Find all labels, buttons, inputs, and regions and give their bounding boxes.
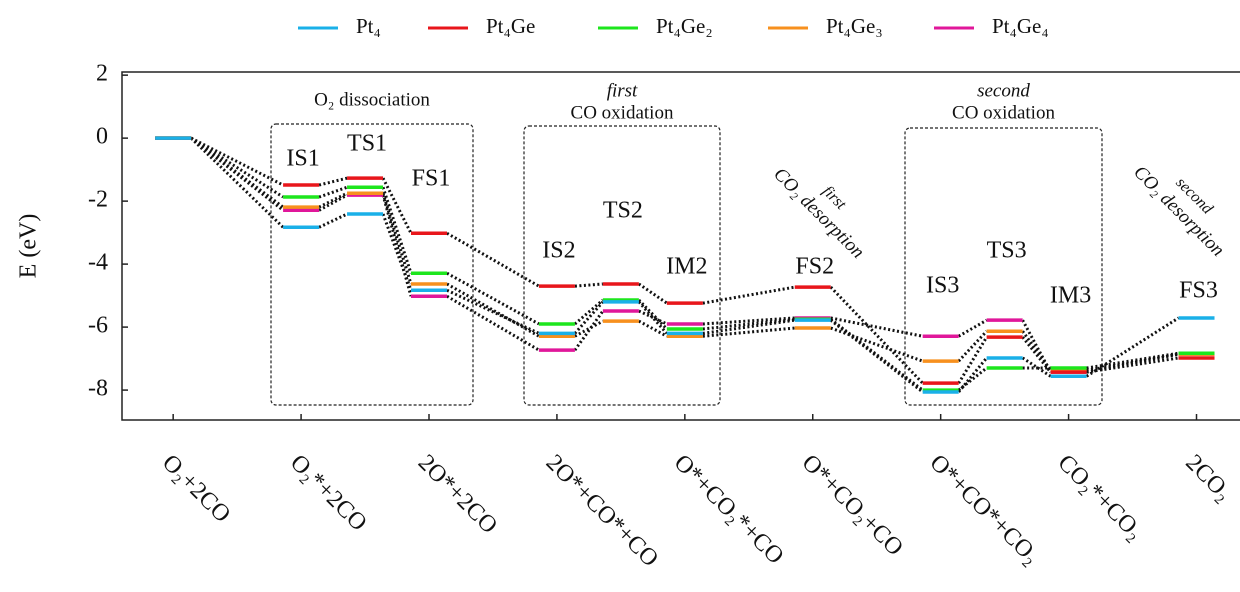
connector: [702, 318, 795, 335]
plot-frame: [121, 71, 1240, 421]
box-title: CO oxidation: [571, 102, 674, 123]
connector: [1086, 356, 1179, 374]
connector: [190, 136, 284, 187]
connector: [702, 326, 795, 338]
y-axis-label: E (eV): [16, 214, 42, 279]
connector: [1021, 319, 1052, 373]
connector: [381, 186, 413, 274]
connector: [381, 177, 413, 234]
legend-label: Pt₄Ge₄: [992, 14, 1049, 38]
connector: [957, 336, 988, 384]
connector: [638, 319, 668, 338]
state-label: FS1: [412, 166, 451, 192]
state-label: IM3: [1050, 283, 1091, 309]
x-tick-label: 2O*+2CO: [413, 450, 502, 539]
connector: [446, 231, 540, 288]
connector: [957, 318, 988, 338]
state-label: TS2: [603, 198, 643, 224]
connector: [702, 317, 795, 331]
connector: [1021, 336, 1052, 374]
state-label: TS1: [347, 131, 387, 157]
box-title: second: [977, 80, 1030, 101]
state-label: IS1: [286, 146, 319, 172]
state-label: IS3: [926, 273, 959, 299]
connector: [957, 366, 988, 392]
connector: [190, 136, 284, 199]
legend-label: Pt₄Ge₂: [656, 14, 713, 38]
connector: [381, 194, 413, 297]
state-label: FS3: [1179, 278, 1218, 304]
connector: [702, 316, 795, 326]
y-tick-label: -8: [88, 376, 108, 402]
connector: [318, 212, 348, 229]
connector: [190, 136, 285, 212]
box-title: CO oxidation: [952, 102, 1055, 123]
connector: [957, 330, 988, 363]
connector: [1086, 351, 1179, 370]
connector: [638, 309, 668, 326]
x-tick-label: O₂+2CO: [157, 450, 235, 528]
x-tick-label: O*+CO*+CO₂: [925, 450, 1045, 570]
connector: [190, 136, 284, 209]
x-tick-label: O*+CO₂*+CO: [669, 450, 789, 570]
legend-label: Pt₄: [356, 14, 381, 38]
x-tick-label: O₂*+2CO: [285, 450, 372, 537]
connector: [1085, 316, 1180, 378]
y-tick-label: 2: [96, 61, 108, 87]
desorption-text: CO₂ desorption: [769, 164, 868, 263]
connector: [318, 191, 348, 209]
connector: [830, 326, 924, 363]
stage-box: [270, 123, 474, 406]
connector: [574, 282, 603, 288]
connector: [1021, 330, 1052, 372]
connector: [190, 137, 285, 229]
x-tick-label: O*+CO₂+CO: [797, 450, 908, 561]
connector: [318, 193, 348, 212]
state-label: IM2: [666, 254, 707, 280]
connector: [1086, 352, 1179, 372]
y-tick-label: -2: [88, 187, 108, 213]
connector: [702, 285, 796, 305]
box-title: O₂ dissociation: [314, 89, 430, 110]
connector: [1021, 356, 1052, 378]
state-label: FS2: [795, 254, 834, 280]
stage-box: [523, 125, 721, 406]
box-title: first: [607, 80, 638, 101]
y-tick-label: -4: [88, 250, 108, 276]
state-label: TS3: [987, 238, 1027, 264]
connector: [446, 271, 540, 326]
connector: [638, 282, 668, 305]
x-tick-label: CO₂*+CO₂: [1052, 450, 1147, 545]
state-label: IS2: [542, 238, 575, 264]
connector: [446, 288, 540, 335]
connector: [318, 185, 348, 199]
y-tick-label: -6: [88, 313, 108, 339]
connector: [829, 286, 924, 385]
desorption-text: CO₂ desorption: [1129, 162, 1228, 261]
connector: [318, 176, 348, 187]
connector: [830, 316, 923, 338]
y-tick-label: 0: [96, 124, 108, 150]
connector: [573, 300, 605, 335]
connector: [574, 319, 604, 338]
connector: [573, 310, 605, 351]
connector: [446, 294, 540, 352]
connector: [573, 298, 604, 326]
connector: [381, 213, 413, 291]
connector: [957, 357, 988, 393]
connector: [829, 318, 924, 394]
x-tick-label: 2CO₂: [1180, 450, 1236, 506]
x-tick-label: 2O*+CO*+CO: [541, 450, 663, 572]
legend-label: Pt₄Ge₃: [826, 14, 883, 38]
stage-box: [904, 127, 1103, 406]
legend-label: Pt₄Ge: [486, 14, 535, 38]
